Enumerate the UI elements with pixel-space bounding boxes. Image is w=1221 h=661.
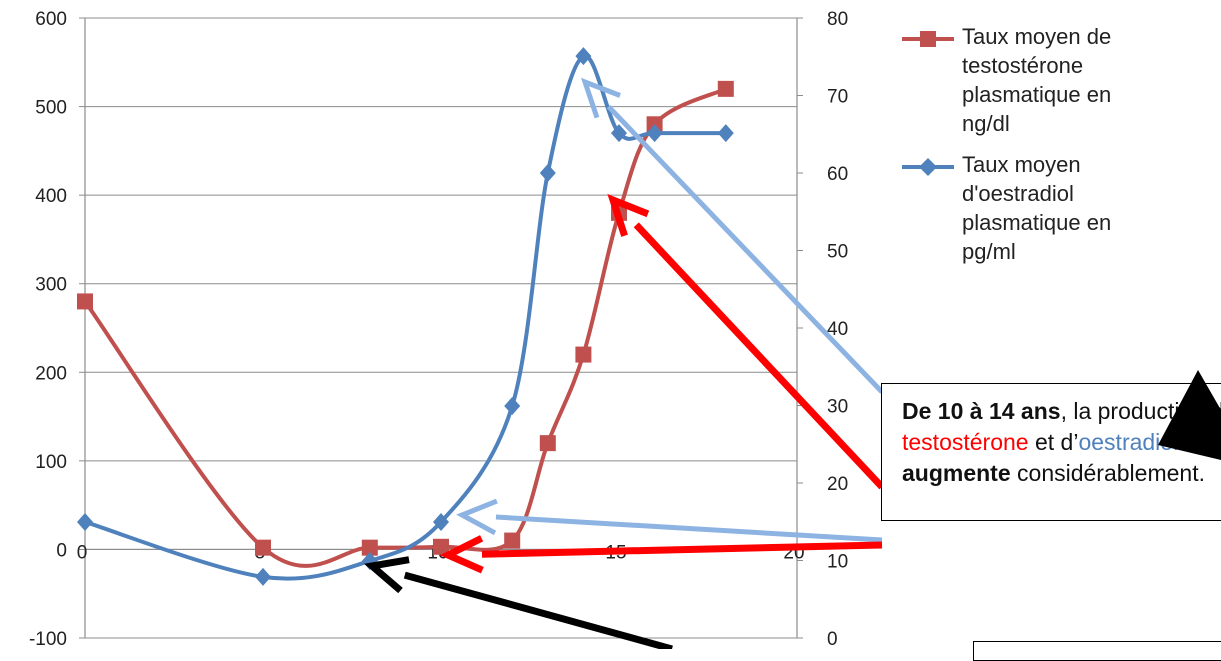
red-arrow-start-head	[439, 535, 484, 574]
data-point-testosterone	[77, 293, 93, 310]
data-point-oestradiol	[255, 567, 271, 586]
red-arrow-start	[439, 535, 883, 574]
black-arrow-minimum-head	[364, 556, 410, 594]
data-point-oestradiol	[717, 124, 734, 143]
left-tick-label: 300	[35, 275, 67, 296]
right-tick-label: 10	[827, 552, 848, 573]
annotation-arrows	[364, 77, 885, 649]
data-point-oestradiol	[77, 512, 93, 531]
callout-box: De 10 à 14 ans, la production de testost…	[881, 383, 1221, 521]
left-axis-tick-labels: -100 0 100 200 300 400 500 600	[29, 9, 67, 649]
data-point-oestradiol	[575, 47, 592, 66]
legend-label-testosterone: Taux moyen de testostérone plasmatique e…	[962, 24, 1112, 136]
data-point-testosterone	[575, 346, 592, 363]
callout-bold-word: augmente	[902, 460, 1011, 486]
series-line-testosterone	[83, 87, 727, 568]
right-tick-label: 40	[827, 319, 848, 340]
callout-text-4: considérablement.	[1010, 460, 1205, 486]
left-tick-label: 400	[35, 186, 67, 207]
legend: Taux moyen de testostérone plasmatique e…	[900, 22, 1160, 278]
right-tick-label: 20	[827, 474, 848, 495]
right-tick-label: 30	[827, 397, 848, 418]
left-tick-label: -100	[29, 629, 67, 649]
series-group	[77, 47, 734, 586]
data-point-oestradiol	[539, 164, 556, 182]
black-arrow-minimum	[364, 556, 673, 649]
right-tick-label: 70	[827, 87, 848, 108]
right-tick-label: 0	[827, 629, 838, 649]
data-point-testosterone	[504, 532, 521, 549]
data-point-oestradiol	[504, 396, 521, 415]
light-blue-arrow-start	[456, 498, 883, 543]
right-tick-label: 50	[827, 242, 848, 263]
data-point-testosterone	[361, 539, 378, 556]
black-arrow-minimum-shaft	[403, 571, 673, 649]
data-point-oestradiol	[433, 512, 449, 531]
legend-item-oestradiol: Taux moyen d'oestradiol plasmatique en p…	[900, 150, 1160, 266]
right-tick-label: 80	[827, 9, 848, 30]
legend-item-testosterone: Taux moyen de testostérone plasmatique e…	[900, 22, 1160, 138]
left-tick-label: 0	[56, 540, 67, 561]
light-blue-arrow-peak-head	[580, 77, 621, 119]
right-tick-label: 60	[827, 164, 848, 185]
red-arrow-peak-shaft	[633, 222, 885, 490]
red-arrow-start-shaft	[481, 541, 883, 558]
light-blue-arrow-peak	[580, 77, 884, 394]
red-arrow-peak-head	[607, 194, 650, 237]
left-tick-label: 200	[35, 363, 67, 384]
left-tick-label: 600	[35, 9, 67, 30]
corner-box	[973, 641, 1221, 661]
series-line-oestradiol	[84, 54, 726, 581]
red-arrow-peak	[607, 194, 885, 490]
legend-swatch-oestradiol	[902, 158, 954, 176]
left-tick-label: 100	[35, 452, 67, 473]
data-point-testosterone	[539, 435, 556, 452]
light-blue-arrow-start-shaft	[495, 514, 883, 543]
data-point-testosterone	[717, 80, 734, 97]
data-point-oestradiol	[611, 124, 627, 143]
legend-swatch-testosterone	[902, 31, 954, 47]
black-arrow-shape	[1158, 370, 1221, 460]
callout-text-2: et d’	[1028, 429, 1079, 455]
data-point-testosterone	[433, 538, 449, 555]
left-tick-label: 500	[35, 98, 67, 119]
x-tick-label: 0	[77, 542, 88, 563]
data-point-oestradiol	[646, 124, 663, 143]
light-blue-arrow-peak-shaft	[606, 104, 884, 394]
legend-label-oestradiol: Taux moyen d'oestradiol plasmatique en p…	[962, 152, 1112, 264]
light-blue-arrow-start-head	[456, 498, 498, 536]
callout-testosterone-word: testostérone	[902, 429, 1029, 455]
right-axis-tick-labels: 0 10 20 30 40 50 60 70 80	[827, 9, 848, 649]
callout-bold-intro: De 10 à 14 ans	[902, 398, 1061, 424]
data-point-testosterone	[255, 539, 271, 556]
